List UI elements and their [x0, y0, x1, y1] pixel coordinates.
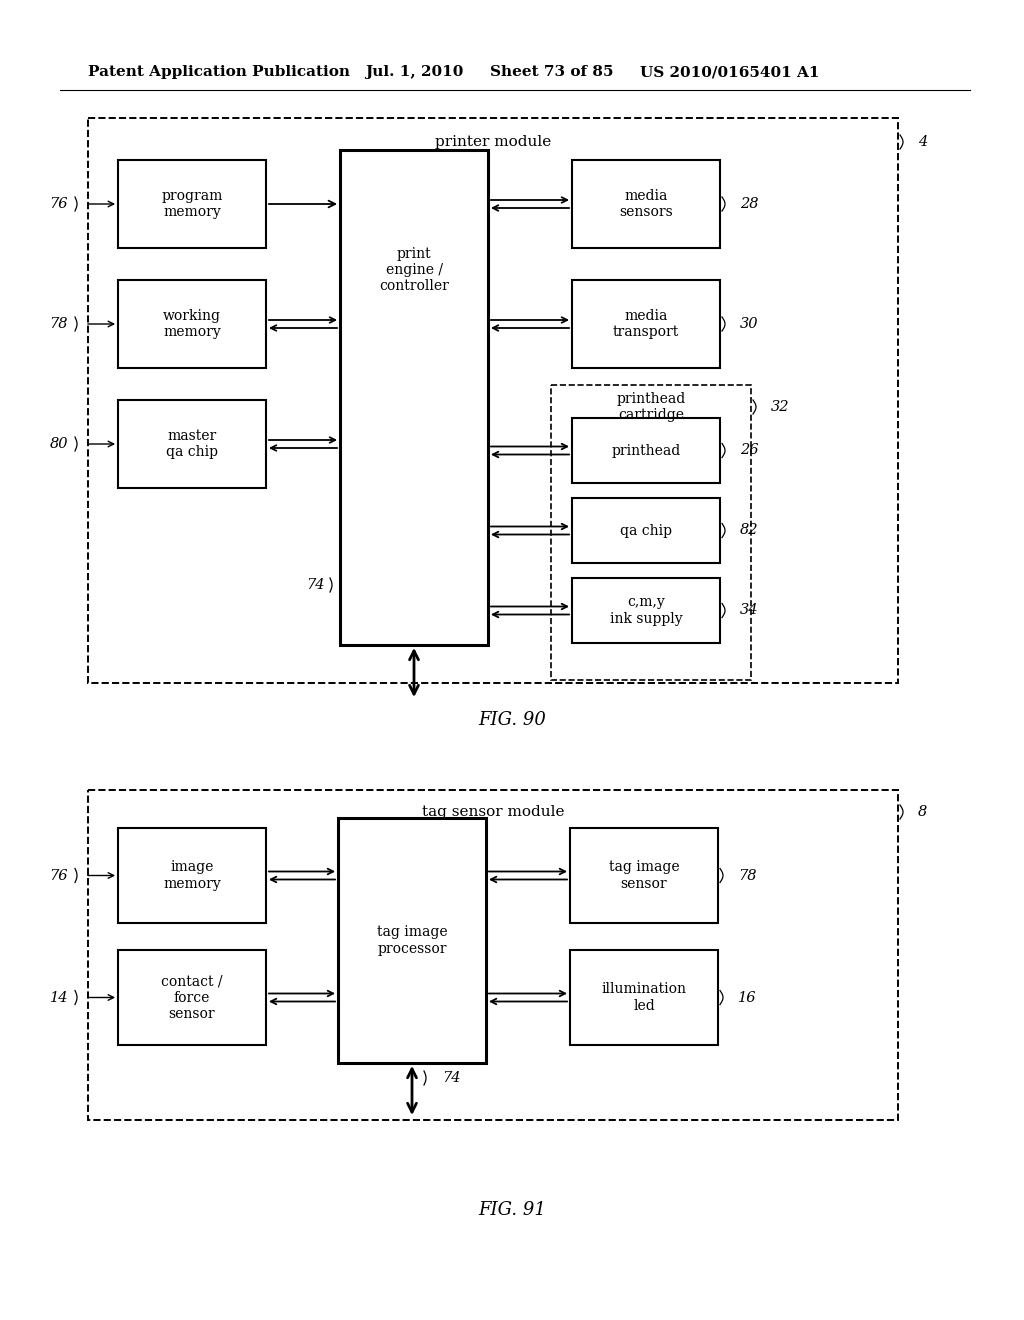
Bar — [572, 160, 720, 248]
Text: master
qa chip: master qa chip — [166, 429, 218, 459]
Text: image
memory: image memory — [163, 861, 221, 891]
Text: FIG. 91: FIG. 91 — [478, 1201, 546, 1218]
Text: 80: 80 — [49, 437, 68, 451]
Bar — [570, 950, 718, 1045]
Text: 82: 82 — [740, 524, 759, 537]
Bar — [572, 280, 720, 368]
Text: tag sensor module: tag sensor module — [422, 805, 564, 818]
Bar — [570, 828, 718, 923]
Text: c,m,y
ink supply: c,m,y ink supply — [609, 595, 682, 626]
Text: 76: 76 — [49, 197, 68, 211]
Text: illumination
led: illumination led — [601, 982, 686, 1012]
Text: US 2010/0165401 A1: US 2010/0165401 A1 — [640, 65, 819, 79]
Bar — [340, 150, 488, 645]
Text: 28: 28 — [740, 197, 759, 211]
Bar — [338, 818, 486, 1063]
Text: 78: 78 — [738, 869, 757, 883]
Text: tag image
processor: tag image processor — [377, 925, 447, 956]
Text: 16: 16 — [738, 990, 757, 1005]
Text: contact /
force
sensor: contact / force sensor — [161, 974, 223, 1020]
Bar — [118, 160, 266, 248]
Text: 78: 78 — [49, 317, 68, 331]
Bar — [88, 789, 898, 1119]
Bar — [118, 400, 266, 488]
Text: media
transport: media transport — [613, 309, 679, 339]
Bar — [551, 385, 751, 680]
Bar — [572, 498, 720, 564]
Text: Patent Application Publication: Patent Application Publication — [88, 65, 350, 79]
Text: printhead: printhead — [611, 444, 681, 458]
Text: tag image
sensor: tag image sensor — [608, 861, 679, 891]
Text: 14: 14 — [49, 990, 68, 1005]
Bar — [118, 950, 266, 1045]
Text: 4: 4 — [918, 135, 928, 149]
Text: printer module: printer module — [435, 135, 551, 149]
Text: qa chip: qa chip — [620, 524, 672, 537]
Bar — [118, 828, 266, 923]
Text: 34: 34 — [740, 603, 759, 618]
Bar — [572, 418, 720, 483]
Text: media
sensors: media sensors — [620, 189, 673, 219]
Text: print
engine /
controller: print engine / controller — [379, 247, 449, 293]
Text: working
memory: working memory — [163, 309, 221, 339]
Text: 32: 32 — [771, 400, 790, 414]
Bar — [118, 280, 266, 368]
Text: 76: 76 — [49, 869, 68, 883]
Text: FIG. 90: FIG. 90 — [478, 711, 546, 729]
Text: printhead
cartridge: printhead cartridge — [616, 392, 686, 422]
Bar — [88, 117, 898, 682]
Text: 8: 8 — [918, 805, 928, 818]
Text: program
memory: program memory — [162, 189, 222, 219]
Text: 26: 26 — [740, 444, 759, 458]
Text: 30: 30 — [740, 317, 759, 331]
Text: Jul. 1, 2010: Jul. 1, 2010 — [365, 65, 464, 79]
Text: 74: 74 — [306, 578, 325, 591]
Text: Sheet 73 of 85: Sheet 73 of 85 — [490, 65, 613, 79]
Text: 74: 74 — [442, 1071, 461, 1085]
Bar — [572, 578, 720, 643]
